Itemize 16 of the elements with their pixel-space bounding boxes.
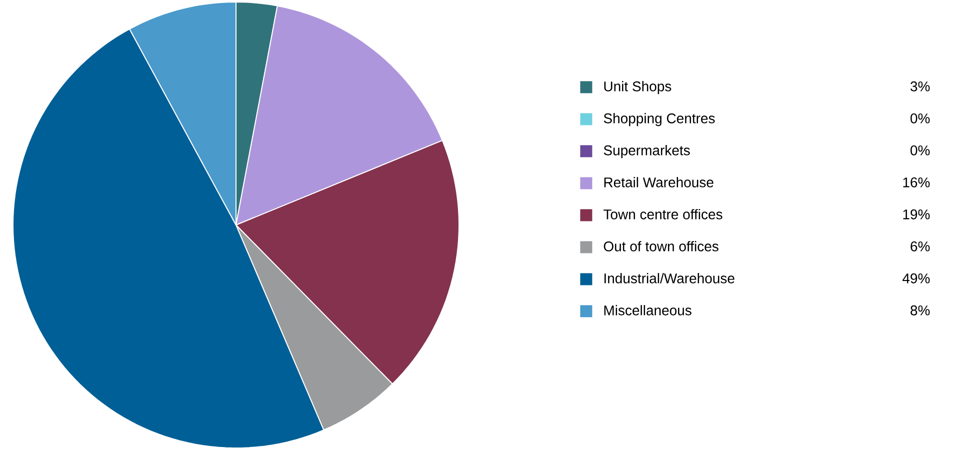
legend-label: Supermarkets bbox=[604, 145, 690, 158]
legend-label: Out of town offices bbox=[604, 241, 718, 252]
legend-label: Unit Shops bbox=[604, 81, 672, 94]
data-label: 8% bbox=[910, 305, 930, 316]
data-label: 19% bbox=[903, 209, 930, 220]
data-label: 3% bbox=[910, 81, 930, 92]
legend-label: Retail Warehouse bbox=[604, 177, 714, 188]
legend-label: Industrial/Warehouse bbox=[604, 273, 734, 284]
data-label: 49% bbox=[902, 273, 930, 284]
data-label: 6% bbox=[910, 241, 930, 252]
legend-label: Shopping Centres bbox=[604, 113, 715, 126]
data-label: 16% bbox=[903, 177, 930, 188]
text: 0% bbox=[910, 113, 930, 124]
legend-label: Town centre offices bbox=[604, 209, 722, 220]
text: 0% bbox=[910, 145, 930, 156]
legend-label: Miscellaneous bbox=[604, 305, 692, 316]
